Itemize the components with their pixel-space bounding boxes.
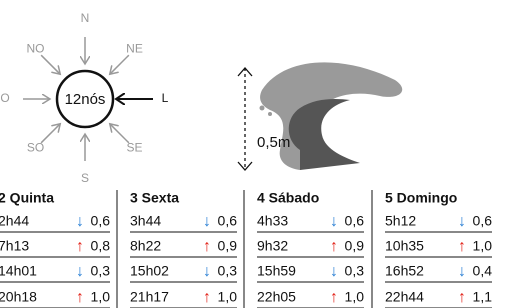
day-title: 2 Quinta [0, 190, 54, 206]
tide-arrow: ↓ [76, 213, 84, 230]
tide-time: 20h18 [0, 289, 37, 305]
tide-arrow: ↑ [76, 238, 84, 255]
wind-speed: 12nós [65, 91, 106, 108]
tide-arrow: ↑ [203, 289, 211, 306]
tide-height: 0,4 [473, 263, 493, 279]
tide-arrow: ↓ [458, 263, 466, 280]
tide-time: 22h44 [385, 289, 424, 305]
tide-time: 8h22 [130, 238, 161, 254]
tide-time: 4h33 [257, 213, 288, 229]
tide-height: 0,6 [473, 213, 493, 229]
tide-height: 0,6 [345, 213, 365, 229]
tide-height: 0,3 [91, 263, 111, 279]
tide-time: 15h59 [257, 263, 296, 279]
wind-arrow [41, 55, 59, 73]
spray [260, 106, 265, 111]
tide-arrow: ↓ [330, 263, 338, 280]
tide-height: 1,1 [473, 289, 493, 305]
tide-time: 10h35 [385, 238, 424, 254]
tide-arrow: ↑ [330, 289, 338, 306]
direction-label: NO [27, 42, 45, 56]
direction-label: SO [27, 141, 44, 155]
tide-height: 0,8 [91, 238, 111, 254]
tide-time: 22h05 [257, 289, 296, 305]
tide-height: 0,3 [345, 263, 365, 279]
tide-arrow: ↑ [330, 238, 338, 255]
tide-time: 7h13 [0, 238, 29, 254]
tide-arrow: ↑ [458, 238, 466, 255]
tide-height: 1,0 [218, 289, 238, 305]
spray [268, 112, 272, 116]
direction-label: NE [126, 42, 143, 56]
tide-height: 1,0 [91, 289, 111, 305]
tide-time: 16h52 [385, 263, 424, 279]
tide-arrow: ↓ [330, 213, 338, 230]
direction-label: S [81, 171, 89, 185]
tide-time: 3h44 [130, 213, 161, 229]
tide-time: 9h32 [257, 238, 288, 254]
tide-height: 0,6 [218, 213, 238, 229]
tide-height: 1,0 [473, 238, 493, 254]
tide-time: 5h12 [385, 213, 416, 229]
tide-arrow: ↓ [458, 213, 466, 230]
tide-arrow: ↑ [458, 289, 466, 306]
tide-time: 21h17 [130, 289, 169, 305]
tide-time: 15h02 [130, 263, 169, 279]
day-title: 4 Sábado [257, 190, 319, 206]
widget: 12nós 0,5m N NE L SE S SO O NO 2 Quinta 2h44 ↓ 0,6 7… [0, 0, 520, 308]
tide-height: 1,0 [345, 289, 365, 305]
day-title: 5 Domingo [385, 190, 457, 206]
day-title: 3 Sexta [130, 190, 179, 206]
tide-time: 2h44 [0, 213, 29, 229]
wave-height: 0,5m [257, 134, 290, 151]
direction-label: O [0, 91, 9, 105]
tide-arrow: ↑ [76, 289, 84, 306]
tide-arrow: ↑ [203, 238, 211, 255]
tide-time: 14h01 [0, 263, 37, 279]
wind-arrow [110, 55, 128, 73]
tide-height: 0,6 [91, 213, 111, 229]
direction-label: L [162, 91, 169, 105]
tide-height: 0,9 [218, 238, 238, 254]
tide-arrow: ↓ [203, 263, 211, 280]
spray [265, 97, 271, 103]
tide-height: 0,9 [345, 238, 365, 254]
tide-arrow: ↓ [76, 263, 84, 280]
tide-height: 0,3 [218, 263, 238, 279]
tide-arrow: ↓ [203, 213, 211, 230]
direction-label: SE [126, 141, 142, 155]
direction-label: N [81, 11, 90, 25]
